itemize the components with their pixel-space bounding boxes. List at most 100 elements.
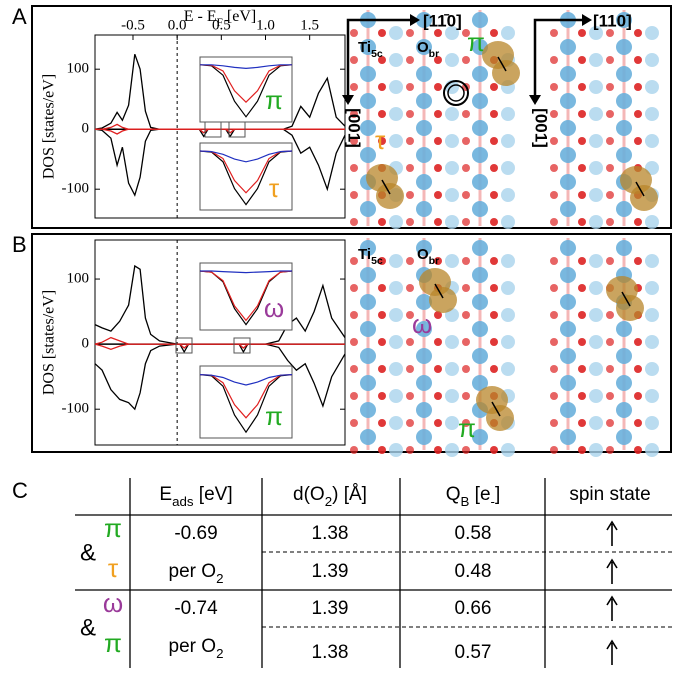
o-atom [434, 29, 442, 37]
orbital [492, 60, 520, 86]
o-atom [634, 29, 642, 37]
ti-atom-back [589, 254, 603, 268]
o-atom [606, 29, 614, 37]
ti-atom [416, 240, 432, 256]
o-atom [550, 338, 558, 346]
ti-atom-back [445, 161, 459, 175]
ti-atom-back [445, 416, 459, 430]
ti-atom [416, 429, 432, 445]
y-axis-label: DOS [states/eV] [41, 74, 58, 179]
y-tick-label: -100 [62, 401, 90, 417]
o-atom [550, 164, 558, 172]
o-atom [406, 365, 414, 373]
ti-atom [360, 201, 376, 217]
o-atom [550, 446, 558, 454]
axis-arrow-head [342, 14, 420, 105]
o-atom [550, 110, 558, 118]
spin-arrow [606, 595, 618, 621]
o-atom [434, 218, 442, 226]
o-atom [606, 218, 614, 226]
ti-atom-back [645, 80, 659, 94]
ti-atom [416, 348, 432, 364]
ti-atom-back [645, 443, 659, 457]
table-header: Eads [eV] [159, 484, 232, 509]
ti-atom [560, 120, 576, 136]
orbital [630, 185, 658, 211]
o-atom [378, 218, 386, 226]
ti-atom-back [645, 254, 659, 268]
table-header-part: - [491, 494, 495, 509]
table-cell: per O2 [169, 561, 224, 586]
o-atom [378, 338, 386, 346]
direction-label: [11̄0] [423, 11, 462, 30]
ti-atom [472, 348, 488, 364]
o-atom [634, 392, 642, 400]
o-atom [462, 110, 470, 118]
o-atom [378, 137, 386, 145]
o-atom [434, 191, 442, 199]
o-atom [578, 83, 586, 91]
ti-atom-back [389, 80, 403, 94]
o-atom [606, 191, 614, 199]
o-atom [406, 419, 414, 427]
table-header-part: E [159, 484, 172, 505]
ti-atom [560, 294, 576, 310]
structure-image [550, 10, 659, 229]
atom-label: Ti5c [358, 246, 383, 267]
table-header: d(O2) [Å] [293, 484, 367, 509]
orbital-label: π [467, 27, 485, 57]
zoom-box [175, 337, 193, 354]
inset-curve [200, 64, 292, 70]
ti-atom-back [389, 134, 403, 148]
ti-atom-back [389, 254, 403, 268]
table-cell: per O2 [169, 636, 224, 661]
o-atom [462, 419, 470, 427]
table-cell: & [80, 539, 96, 566]
o-atom [550, 56, 558, 64]
o-atom [350, 164, 358, 172]
ti-atom-back [501, 335, 515, 349]
axis-arrow-head [529, 14, 592, 105]
ti-atom-back [445, 107, 459, 121]
y-tick-label: 100 [67, 270, 90, 286]
table-header-part: d(O [293, 484, 325, 505]
o-atom [406, 338, 414, 346]
ti-atom-back [645, 26, 659, 40]
table-header: spin state [569, 484, 650, 505]
o-atom [550, 284, 558, 292]
panel-label: C [12, 478, 28, 503]
o-atom [350, 191, 358, 199]
o2-bond [381, 179, 391, 195]
o-atom [606, 110, 614, 118]
o-atom [350, 110, 358, 118]
ti-atom [472, 12, 488, 28]
ti-atom [560, 348, 576, 364]
ti-atom-back [445, 26, 459, 40]
o-atom [490, 191, 498, 199]
o-atom [634, 446, 642, 454]
o-atom [550, 311, 558, 319]
o-atom [634, 83, 642, 91]
ti-atom-back [389, 308, 403, 322]
ti-atom [416, 375, 432, 391]
ti-atom-back [501, 362, 515, 376]
ti-atom [472, 429, 488, 445]
o-atom [350, 284, 358, 292]
table-cell-part: per O [169, 561, 217, 582]
ti-atom-back [589, 443, 603, 457]
table-header-part: B [461, 494, 470, 509]
o-atom [490, 137, 498, 145]
o-atom [434, 446, 442, 454]
o-atom [606, 83, 614, 91]
o-atom [434, 83, 442, 91]
x-tick-label: 0.5 [212, 17, 231, 33]
table-cell-part: 2 [216, 646, 223, 661]
o-atom [378, 56, 386, 64]
plot-frame [94, 34, 346, 219]
ti-atom-back [501, 443, 515, 457]
o-atom [350, 56, 358, 64]
ti-atom-back [389, 26, 403, 40]
table-cell: 0.58 [455, 523, 492, 544]
table-header: QB [e-] [446, 484, 501, 509]
table-cell: 0.57 [455, 642, 492, 663]
